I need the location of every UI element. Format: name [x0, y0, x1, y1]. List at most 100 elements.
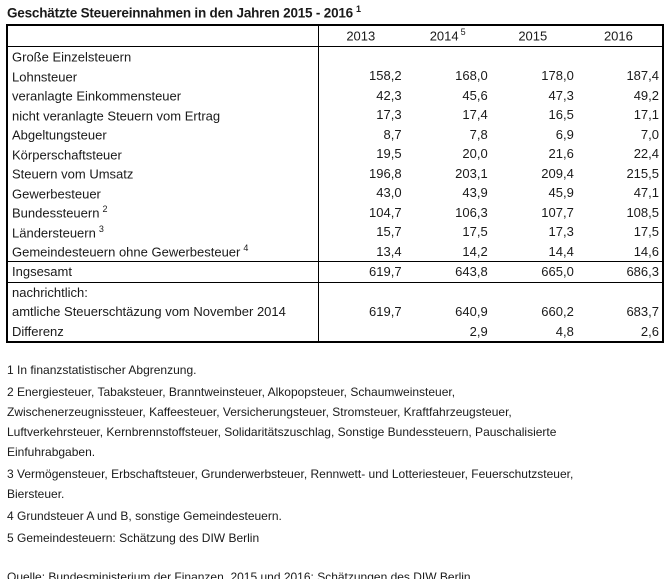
- footnote-ref: 3: [98, 223, 104, 234]
- year-footnote-ref: 5: [460, 27, 466, 38]
- cell-value: [318, 46, 404, 66]
- cell-value: 14,6: [633, 243, 659, 259]
- cell-value: [318, 322, 404, 343]
- cell-label: Gewerbesteuer: [7, 183, 319, 203]
- table-row-amtliche-steuerschaetzung: amtliche Steuerschtäzung vom November 20…: [7, 302, 663, 322]
- source-line: Quelle: Bundesministerium der Finanzen, …: [7, 570, 471, 579]
- table-row-lohnsteuer: Lohnsteuer 158,2 168,0 178,0 187,4: [7, 66, 663, 86]
- table-row-nicht-veranlagte-steuern: nicht veranlagte Steuern vom Ertrag 17,3…: [7, 105, 663, 125]
- table-row-laendersteuern: Ländersteuern 3 15,7 17,5 17,3 17,5: [7, 222, 663, 242]
- table-row-bundessteuern: Bundessteuern 2 104,7 106,3 107,7 108,5: [7, 202, 663, 222]
- cell-value: [405, 46, 491, 66]
- cell-value: 14,2: [462, 243, 488, 259]
- cell-value: 17,3: [548, 224, 574, 240]
- cell-value: 2,6: [640, 323, 659, 339]
- cell-value: 168,0: [455, 68, 488, 84]
- cell-value: 683,7: [626, 304, 659, 320]
- cell-value: 21,6: [548, 146, 574, 162]
- table-row-abgeltungsteuer: Abgeltungsteuer 8,7 7,8 6,9 7,0: [7, 124, 663, 144]
- cell-value: [491, 282, 577, 302]
- table-row-total-ingsesamt: Ingsesamt 619,7 643,8 665,0 686,3: [7, 261, 663, 282]
- table-row-nachrichtlich: nachrichtlich:: [7, 282, 663, 302]
- cell-value: 15,7: [376, 224, 402, 240]
- cell-label: Große Einzelsteuern: [7, 46, 319, 66]
- footnote-ref: 2: [102, 204, 108, 215]
- cell-value: [405, 282, 491, 302]
- cell-value: 43,9: [462, 185, 488, 201]
- cell-value: 158,2: [369, 68, 402, 84]
- cell-label: Bundessteuern 2: [7, 202, 319, 222]
- cell-value: 17,5: [462, 224, 488, 240]
- cell-value: 20,0: [462, 146, 488, 162]
- cell-value: 107,7: [541, 204, 574, 220]
- footnote-3: 3 Vermögensteuer, Erbschaftsteuer, Grund…: [7, 467, 574, 501]
- cell-label: amtliche Steuerschtäzung vom November 20…: [7, 302, 319, 322]
- table-row-koerperschaftsteuer: Körperschaftsteuer 19,5 20,0 21,6 22,4: [7, 144, 663, 164]
- cell-value: 643,8: [455, 264, 488, 280]
- cell-value: 17,5: [633, 224, 659, 240]
- year-label: 2015: [518, 28, 548, 44]
- cell-value: [577, 46, 663, 66]
- cell-value: 215,5: [626, 165, 659, 181]
- cell-value: [491, 46, 577, 66]
- cell-value: 17,4: [462, 107, 488, 123]
- cell-label: veranlagte Einkommensteuer: [7, 85, 319, 105]
- cell-value: 4,8: [555, 323, 574, 339]
- table-row-gemeindesteuern: Gemeindesteuern ohne Gewerbesteuer 4 13,4…: [7, 241, 663, 262]
- cell-value: 16,5: [548, 107, 574, 123]
- cell-value: 17,1: [633, 107, 659, 123]
- cell-label: Abgeltungsteuer: [7, 124, 319, 144]
- cell-value: 619,7: [369, 304, 402, 320]
- cell-label: Ländersteuern 3: [7, 222, 319, 242]
- cell-label: Lohnsteuer: [7, 66, 319, 86]
- cell-value: 42,3: [376, 87, 402, 103]
- cell-value: 108,5: [626, 204, 659, 220]
- footnote-1: 1 In finanzstatistischer Abgrenzung.: [7, 363, 197, 377]
- cell-label: Differenz: [7, 321, 319, 342]
- cell-value: [318, 282, 404, 302]
- cell-label: nachrichtlich:: [7, 282, 319, 302]
- cell-value: 104,7: [369, 204, 402, 220]
- table-row-gewerbesteuer: Gewerbesteuer 43,0 43,9 45,9 47,1: [7, 183, 663, 203]
- cell-value: 187,4: [626, 68, 659, 84]
- table-row-steuern-vom-umsatz: Steuern vom Umsatz 196,8 203,1 209,4 215…: [7, 163, 663, 183]
- cell-label: Steuern vom Umsatz: [7, 163, 319, 183]
- header-year-2015: 2015: [491, 25, 577, 47]
- cell-label: Gemeindesteuern ohne Gewerbesteuer 4: [7, 241, 319, 262]
- cell-value: 665,0: [541, 264, 574, 280]
- cell-value: 22,4: [633, 146, 659, 162]
- cell-value: 203,1: [455, 165, 488, 181]
- cell-value: 686,3: [626, 264, 659, 280]
- year-label: 2014: [429, 28, 459, 44]
- tax-revenue-table: 2013 2014 5 2015 2016 Große Einzelsteuern…: [6, 23, 664, 343]
- footnotes-block: 1 In finanzstatistischer Abgrenzung. 2 E…: [7, 360, 668, 548]
- cell-label: Ingsesamt: [7, 261, 319, 282]
- table-row-grosse-einzelsteuern: Große Einzelsteuern: [7, 46, 663, 66]
- cell-label: nicht veranlagte Steuern vom Ertrag: [7, 105, 319, 125]
- table-header-row: 2013 2014 5 2015 2016: [7, 24, 663, 47]
- cell-value: 19,5: [376, 146, 402, 162]
- cell-value: 14,4: [548, 243, 574, 259]
- header-empty-cell: [7, 24, 319, 46]
- title-footnote-ref: 1: [356, 4, 361, 14]
- year-label: 2016: [603, 28, 633, 44]
- cell-value: 43,0: [376, 185, 402, 201]
- cell-label: Körperschaftsteuer: [7, 144, 319, 164]
- cell-value: 7,8: [469, 126, 488, 142]
- year-label: 2013: [346, 28, 376, 44]
- cell-value: 47,1: [633, 185, 659, 201]
- cell-value: 2,9: [469, 323, 488, 339]
- page-title: Geschätzte Steuereinnahmen in den Jahren…: [7, 4, 668, 21]
- cell-value: 619,7: [369, 264, 402, 280]
- table-row-veranlagte-einkommensteuer: veranlagte Einkommensteuer 42,3 45,6 47,…: [7, 85, 663, 105]
- cell-value: 45,6: [462, 87, 488, 103]
- cell-value: 45,9: [548, 185, 574, 201]
- cell-value: 640,9: [455, 304, 488, 320]
- cell-value: 7,0: [640, 126, 659, 142]
- cell-value: 49,2: [633, 87, 659, 103]
- footnote-ref: 4: [243, 243, 249, 254]
- cell-value: 47,3: [548, 87, 574, 103]
- cell-value: 178,0: [541, 68, 574, 84]
- cell-value: 209,4: [541, 165, 574, 181]
- cell-value: 8,7: [383, 126, 402, 142]
